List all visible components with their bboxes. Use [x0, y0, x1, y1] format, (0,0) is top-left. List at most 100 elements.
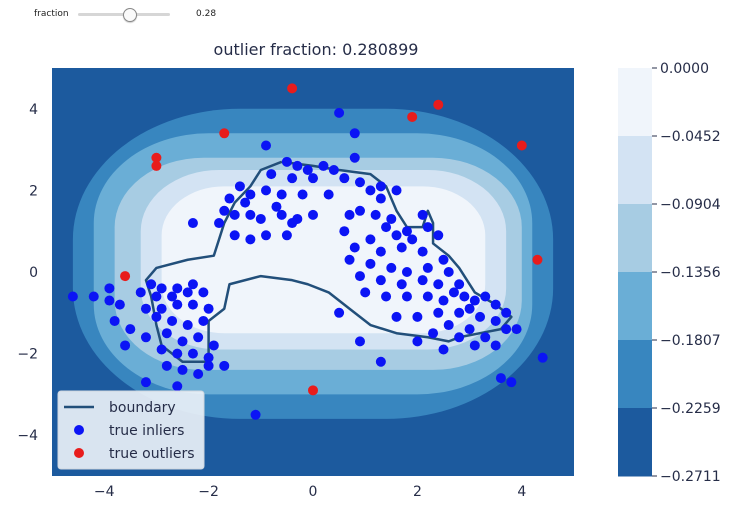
inlier-point: [245, 189, 256, 200]
inlier-point: [349, 128, 360, 139]
inlier-point: [187, 348, 198, 359]
inlier-point: [365, 258, 376, 269]
inlier-point: [214, 218, 225, 229]
colorbar-tick-label: −0.1356: [660, 265, 721, 281]
inlier-point: [208, 340, 219, 351]
inlier-point: [161, 328, 172, 339]
colorbar-tick-label: −0.0452: [660, 129, 721, 145]
inlier-point: [396, 279, 407, 290]
y-tick-label: −4: [17, 428, 38, 444]
inlier-point: [140, 377, 151, 388]
inlier-point: [490, 315, 501, 326]
inlier-point: [151, 291, 162, 302]
inlier-point: [381, 222, 392, 233]
inlier-point: [506, 377, 517, 388]
inlier-point: [386, 262, 397, 273]
inlier-point: [203, 352, 214, 363]
inlier-point: [276, 189, 287, 200]
y-tick-label: 2: [29, 183, 38, 199]
colorbar-band: [618, 272, 652, 341]
inlier-point: [401, 267, 412, 277]
colorbar-band: [618, 136, 652, 205]
inlier-point: [401, 226, 412, 237]
inlier-point: [281, 230, 292, 241]
inlier-point: [250, 409, 261, 420]
slider-handle[interactable]: [122, 8, 137, 22]
inlier-point: [255, 213, 266, 224]
inlier-point: [495, 373, 506, 384]
inlier-point: [167, 291, 178, 302]
inlier-point: [302, 165, 313, 175]
inlier-point: [297, 189, 308, 200]
inlier-point: [203, 303, 214, 314]
inlier-point: [501, 324, 512, 335]
slider-label: fraction: [34, 9, 69, 19]
outlier-point: [516, 140, 527, 151]
inlier-point: [454, 307, 465, 318]
inlier-point: [349, 242, 360, 253]
inlier-point: [480, 291, 491, 302]
legend-label-inliers: true inliers: [109, 423, 184, 439]
inlier-point: [203, 360, 214, 371]
outlier-chart: outlier fraction: 0.280899 −4 −2 0 2 4 −4 −2 0…: [17, 40, 721, 500]
legend: boundary true inliers true outliers: [57, 390, 205, 470]
inlier-point: [161, 360, 172, 371]
inlier-point: [454, 332, 465, 343]
inlier-point: [156, 344, 167, 355]
inlier-point: [365, 234, 376, 245]
legend-inlier-marker: [74, 425, 84, 435]
inlier-point: [407, 234, 418, 245]
inlier-point: [469, 295, 480, 306]
inlier-point: [187, 299, 198, 310]
colorbar-tick-label: −0.0904: [660, 197, 721, 213]
inlier-point: [187, 218, 198, 229]
legend-box: [57, 390, 205, 470]
inlier-point: [422, 291, 433, 302]
inlier-point: [172, 299, 183, 310]
inlier-point: [198, 287, 209, 298]
inlier-point: [391, 185, 402, 196]
legend-label-outliers: true outliers: [109, 446, 195, 462]
inlier-point: [344, 209, 355, 220]
inlier-point: [120, 340, 131, 351]
inlier-point: [344, 254, 355, 265]
inlier-point: [375, 181, 386, 192]
outlier-point: [219, 128, 230, 139]
x-tick-label: 0: [309, 484, 318, 500]
inlier-point: [417, 246, 428, 257]
inlier-point: [475, 311, 486, 322]
inlier-point: [386, 213, 397, 224]
inlier-point: [229, 230, 240, 241]
inlier-point: [354, 271, 365, 282]
inlier-point: [88, 291, 99, 302]
inlier-point: [281, 156, 292, 167]
x-tick-label: 4: [517, 484, 526, 500]
inlier-point: [172, 348, 183, 359]
inlier-point: [490, 340, 501, 351]
y-tick-label: −2: [17, 347, 38, 363]
inlier-point: [464, 303, 475, 314]
inlier-point: [156, 283, 167, 294]
colorbar-tick-label: 0.0000: [660, 61, 709, 77]
inlier-point: [198, 315, 209, 326]
inlier-point: [135, 287, 146, 298]
inlier-point: [396, 242, 407, 253]
inlier-point: [412, 311, 423, 322]
inlier-point: [375, 275, 386, 286]
inlier-point: [422, 262, 433, 273]
y-axis-ticks: −4 −2 0 2 4: [17, 102, 38, 444]
inlier-point: [219, 205, 230, 216]
inlier-point: [193, 369, 204, 379]
outlier-point: [308, 385, 318, 396]
inlier-point: [125, 324, 136, 335]
inlier-point: [433, 279, 444, 290]
colorbar-band: [618, 408, 652, 477]
outlier-point: [433, 99, 444, 110]
inlier-point: [412, 336, 423, 347]
inlier-point: [334, 307, 345, 318]
inlier-point: [151, 311, 162, 322]
fraction-slider-widget: fraction 0.28: [0, 0, 731, 30]
inlier-point: [433, 230, 444, 241]
inlier-point: [328, 165, 339, 175]
inlier-point: [354, 177, 365, 188]
